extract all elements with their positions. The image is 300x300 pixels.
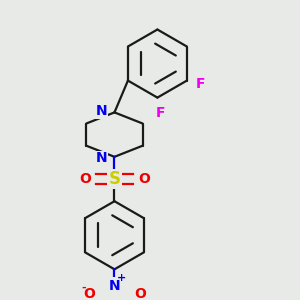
Text: F: F [196,76,205,91]
Text: N: N [95,104,107,118]
Text: N: N [109,279,120,292]
Text: O: O [138,172,150,186]
Text: N: N [95,151,107,165]
Text: F: F [156,106,165,121]
Text: O: O [83,287,95,300]
Text: +: + [117,273,127,283]
Text: -: - [82,283,86,293]
Text: O: O [79,172,91,186]
Text: O: O [134,287,146,300]
Text: S: S [109,170,121,188]
